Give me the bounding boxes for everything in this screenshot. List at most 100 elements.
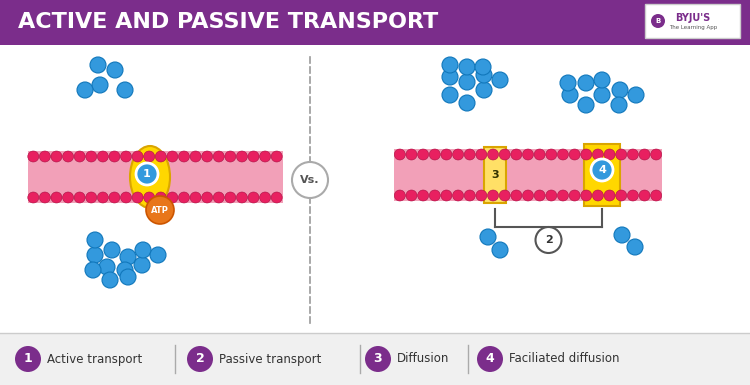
Text: Active transport: Active transport	[47, 353, 142, 365]
Text: Faciliated diffusion: Faciliated diffusion	[509, 353, 620, 365]
Circle shape	[86, 192, 97, 203]
Bar	[0, 333, 750, 385]
Bar	[645, 4, 740, 38]
Circle shape	[476, 149, 487, 160]
Text: 3: 3	[374, 353, 382, 365]
Circle shape	[651, 149, 662, 160]
Circle shape	[492, 72, 508, 88]
Circle shape	[40, 192, 50, 203]
Circle shape	[627, 190, 638, 201]
Circle shape	[178, 192, 190, 203]
Circle shape	[132, 192, 143, 203]
Circle shape	[134, 257, 150, 273]
Circle shape	[178, 151, 190, 162]
Circle shape	[292, 162, 328, 198]
Circle shape	[511, 149, 522, 160]
Circle shape	[429, 190, 440, 201]
Circle shape	[464, 190, 476, 201]
Circle shape	[441, 149, 452, 160]
Text: 4: 4	[598, 165, 606, 175]
Bar	[0, 0, 750, 45]
Circle shape	[394, 190, 405, 201]
Circle shape	[523, 149, 533, 160]
Text: 1: 1	[143, 169, 151, 179]
Circle shape	[121, 151, 131, 162]
Text: BYJU'S: BYJU'S	[675, 13, 711, 23]
Circle shape	[616, 190, 627, 201]
Circle shape	[592, 190, 604, 201]
Circle shape	[580, 190, 592, 201]
Circle shape	[476, 190, 487, 201]
Circle shape	[480, 229, 496, 245]
Circle shape	[77, 82, 93, 98]
Circle shape	[569, 149, 580, 160]
Text: B: B	[656, 18, 661, 24]
Circle shape	[28, 192, 39, 203]
Circle shape	[394, 149, 405, 160]
Circle shape	[187, 346, 213, 372]
Text: ACTIVE AND PASSIVE TRANSPORT: ACTIVE AND PASSIVE TRANSPORT	[18, 12, 438, 32]
Text: Passive transport: Passive transport	[219, 353, 321, 365]
Circle shape	[136, 163, 158, 185]
Circle shape	[523, 190, 533, 201]
Circle shape	[365, 346, 391, 372]
Circle shape	[248, 192, 259, 203]
Circle shape	[28, 151, 39, 162]
Circle shape	[86, 151, 97, 162]
Circle shape	[557, 190, 568, 201]
Circle shape	[578, 97, 594, 113]
Circle shape	[639, 190, 650, 201]
Circle shape	[627, 149, 638, 160]
Circle shape	[146, 196, 174, 224]
Circle shape	[150, 247, 166, 263]
Bar	[484, 147, 506, 203]
Circle shape	[612, 82, 628, 98]
Circle shape	[578, 75, 594, 91]
Circle shape	[120, 269, 136, 285]
Circle shape	[534, 149, 545, 160]
Circle shape	[464, 149, 476, 160]
Circle shape	[260, 192, 271, 203]
Ellipse shape	[130, 146, 170, 208]
Circle shape	[604, 190, 615, 201]
Circle shape	[260, 151, 271, 162]
Text: ATP: ATP	[151, 206, 169, 214]
Circle shape	[442, 69, 458, 85]
Circle shape	[15, 346, 41, 372]
Circle shape	[488, 190, 499, 201]
Circle shape	[225, 192, 236, 203]
Circle shape	[452, 190, 464, 201]
Circle shape	[562, 87, 578, 103]
Circle shape	[475, 59, 491, 75]
Circle shape	[202, 192, 213, 203]
Text: 2: 2	[544, 235, 552, 245]
Circle shape	[614, 227, 630, 243]
Circle shape	[477, 346, 503, 372]
Circle shape	[546, 149, 556, 160]
Circle shape	[190, 192, 201, 203]
Circle shape	[98, 151, 108, 162]
Circle shape	[40, 151, 50, 162]
Circle shape	[62, 151, 74, 162]
Circle shape	[272, 192, 282, 203]
Circle shape	[511, 190, 522, 201]
Circle shape	[616, 149, 627, 160]
Bar	[394, 149, 662, 201]
Text: Diffusion: Diffusion	[397, 353, 449, 365]
Circle shape	[120, 249, 136, 265]
Circle shape	[102, 272, 118, 288]
Circle shape	[155, 192, 166, 203]
Circle shape	[213, 151, 224, 162]
Circle shape	[639, 149, 650, 160]
Circle shape	[202, 151, 213, 162]
Circle shape	[557, 149, 568, 160]
Circle shape	[406, 190, 417, 201]
Circle shape	[418, 149, 429, 160]
Circle shape	[594, 87, 610, 103]
Circle shape	[51, 151, 62, 162]
Circle shape	[651, 14, 665, 28]
Circle shape	[74, 192, 86, 203]
Circle shape	[452, 149, 464, 160]
Circle shape	[87, 232, 103, 248]
Circle shape	[569, 190, 580, 201]
